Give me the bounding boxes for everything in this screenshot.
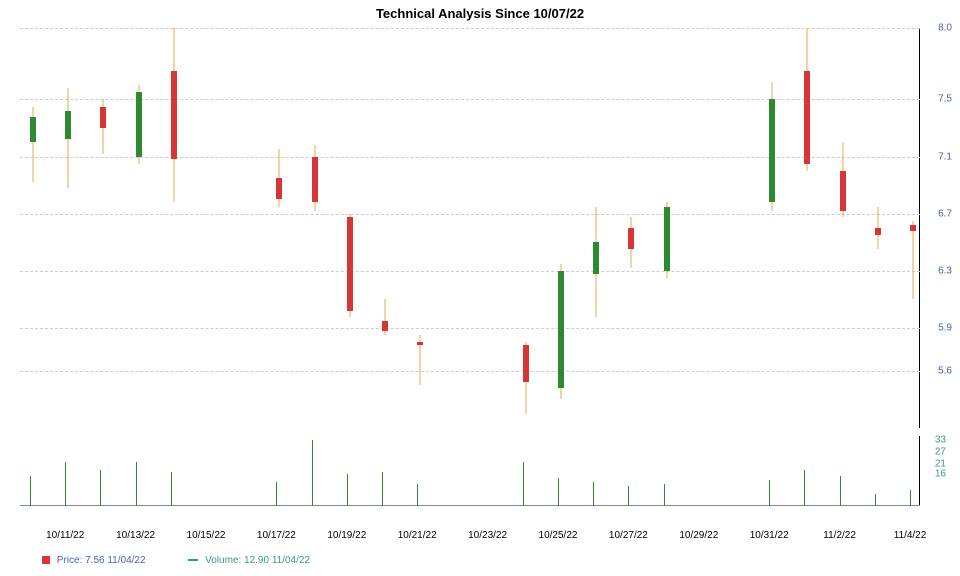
x-axis-labels: 10/11/22 10/13/22 10/15/22 10/17/22 10/19/22…: [20, 530, 920, 544]
volume-bar: [910, 490, 911, 506]
legend-volume: Volume: 12.90 11/04/22: [188, 555, 310, 566]
gridline: [20, 28, 920, 29]
volume-bar: [30, 476, 31, 506]
candle-body: [30, 117, 36, 143]
x-axis-label: 10/15/22: [187, 530, 226, 541]
volume-bar: [136, 462, 137, 506]
volume-bar: [382, 472, 383, 506]
price-tick-label: 5.6: [938, 365, 952, 376]
candle-body: [276, 178, 282, 199]
legend-price-label: Price: 7.56 11/04/22: [57, 555, 146, 566]
volume-bar: [593, 482, 594, 506]
x-axis-label: 10/21/22: [398, 530, 437, 541]
candle-body: [136, 92, 142, 156]
volume-bar: [664, 484, 665, 506]
volume-tick-label: 27: [935, 447, 946, 458]
price-panel: 5.65.96.36.77.17.58.0: [20, 28, 920, 428]
x-axis-label: 10/17/22: [257, 530, 296, 541]
candle-body: [558, 271, 564, 388]
gridline: [20, 328, 920, 329]
volume-panel: 16212733: [20, 436, 920, 506]
volume-bar: [523, 462, 524, 506]
legend-volume-swatch: [188, 559, 198, 561]
chart-title: Technical Analysis Since 10/07/22: [0, 0, 960, 21]
price-tick-label: 7.5: [938, 94, 952, 105]
candle-body: [65, 111, 71, 140]
candle-wick: [913, 221, 914, 300]
legend-price-swatch: [42, 556, 50, 564]
price-tick-label: 8.0: [938, 23, 952, 34]
gridline: [20, 214, 920, 215]
volume-bar: [171, 472, 172, 506]
gridline: [20, 271, 920, 272]
chart-container: Technical Analysis Since 10/07/22 5.65.9…: [0, 0, 960, 576]
volume-bar: [417, 484, 418, 506]
candle-body: [840, 171, 846, 211]
volume-bar: [840, 476, 841, 506]
x-axis-label: 10/19/22: [327, 530, 366, 541]
volume-bar: [347, 474, 348, 506]
x-axis-label: 10/11/22: [46, 530, 84, 541]
volume-y-axis: [919, 436, 920, 506]
volume-bar: [804, 470, 805, 506]
volume-baseline: [20, 505, 920, 506]
volume-bar: [276, 482, 277, 506]
x-axis-label: 11/2/22: [823, 530, 856, 541]
legend-price: Price: 7.56 11/04/22: [42, 555, 146, 566]
x-axis-label: 11/4/22: [894, 530, 927, 541]
candle-body: [382, 321, 388, 331]
gridline: [20, 157, 920, 158]
candle-body: [100, 107, 106, 128]
candle-body: [769, 99, 775, 202]
candle-body: [347, 217, 353, 311]
x-axis-label: 10/23/22: [468, 530, 507, 541]
x-axis-label: 10/25/22: [539, 530, 578, 541]
volume-bar: [769, 480, 770, 506]
chart-legend: Price: 7.56 11/04/22 Volume: 12.90 11/04…: [42, 555, 350, 566]
candle-body: [417, 342, 423, 345]
volume-tick-label: 21: [935, 459, 946, 470]
volume-bar: [312, 440, 313, 506]
candle-body: [593, 242, 599, 273]
chart-area: 5.65.96.36.77.17.58.0 16212733: [20, 28, 920, 526]
candle-body: [664, 207, 670, 271]
candle-body: [171, 71, 177, 160]
x-axis-label: 10/13/22: [116, 530, 155, 541]
volume-bar: [558, 478, 559, 506]
gridline: [20, 99, 920, 100]
candle-body: [804, 71, 810, 164]
volume-tick-label: 33: [935, 435, 946, 446]
volume-bar: [628, 486, 629, 506]
x-axis-label: 10/27/22: [609, 530, 648, 541]
price-tick-label: 6.7: [938, 208, 952, 219]
candle-body: [523, 345, 529, 382]
volume-tick-label: 16: [935, 469, 946, 480]
candle-body: [875, 228, 881, 235]
x-axis-label: 10/31/22: [750, 530, 789, 541]
price-tick-label: 7.1: [938, 151, 952, 162]
candle-body: [312, 157, 318, 203]
price-y-axis: [919, 28, 920, 428]
candle-body: [628, 228, 634, 249]
volume-bar: [65, 462, 66, 506]
x-axis-label: 10/29/22: [679, 530, 718, 541]
price-tick-label: 5.9: [938, 323, 952, 334]
volume-bar: [100, 470, 101, 506]
price-tick-label: 6.3: [938, 265, 952, 276]
legend-volume-label: Volume: 12.90 11/04/22: [205, 555, 310, 566]
volume-bar: [875, 494, 876, 506]
candle-body: [910, 225, 916, 231]
gridline: [20, 371, 920, 372]
